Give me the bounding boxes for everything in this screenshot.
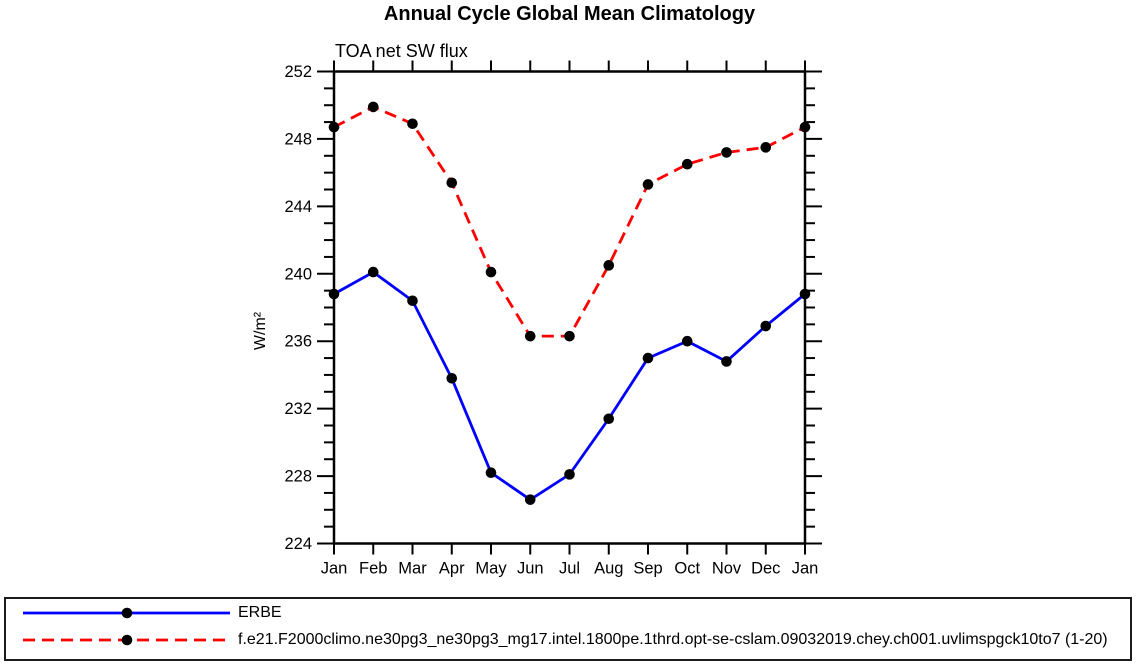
erbe-data-point-oct-marker	[681, 335, 693, 347]
model-data-point-jul-marker	[564, 330, 575, 342]
model-data-point-jun-marker	[524, 330, 536, 342]
x-tick-label: Sep	[633, 560, 662, 578]
erbe-data-point-jan-marker	[799, 288, 811, 300]
legend-item-model: f.e21.F2000climo.ne30pg3_ne30pg3_mg17.in…	[23, 631, 1108, 648]
y-tick-label: 228	[284, 468, 312, 486]
erbe-data-point-apr-marker	[446, 373, 458, 384]
model-data-point-apr-marker	[446, 177, 458, 189]
model-data-point-jan-marker	[799, 121, 811, 133]
x-tick-label: May	[475, 560, 507, 578]
legend-swatch-erbe-line	[23, 607, 230, 619]
y-tick-label: 252	[284, 63, 312, 81]
erbe-data-point-mar-marker	[407, 295, 418, 307]
y-tick-label: 236	[284, 333, 312, 351]
erbe-data-point-dec-marker	[760, 320, 772, 332]
legend-label-model: f.e21.F2000climo.ne30pg3_ne30pg3_mg17.in…	[238, 631, 1108, 648]
legend-swatch-model-line	[23, 634, 230, 646]
y-tick-label: 240	[284, 265, 312, 283]
erbe-data-point-aug-marker	[603, 413, 615, 425]
x-tick-label: Mar	[398, 560, 427, 578]
legend-marker-sample	[121, 607, 133, 619]
plot-frame	[332, 70, 807, 545]
y-tick-label: 248	[284, 130, 312, 148]
series-line-model	[333, 105, 806, 338]
model-data-point-aug-marker	[603, 260, 615, 271]
chart-title: Annual Cycle Global Mean Climatology	[383, 3, 756, 25]
y-tick-label: 244	[284, 198, 312, 216]
model-data-point-dec-marker	[760, 142, 772, 153]
model-data-point-sep-marker	[642, 179, 654, 190]
erbe-data-point-may-marker	[485, 467, 497, 479]
legend-item-erbe: ERBE	[23, 604, 282, 621]
erbe-data-point-jan-marker	[328, 288, 340, 300]
x-tick-label: Jul	[559, 560, 580, 578]
x-tick-label: Dec	[751, 560, 780, 578]
x-tick-label: Jun	[517, 560, 544, 578]
erbe-data-point-sep-marker	[642, 352, 654, 364]
x-tick-label: Nov	[712, 560, 742, 578]
model-data-point-jan-marker	[328, 121, 340, 133]
x-tick-label: Feb	[359, 560, 387, 578]
erbe-data-point-jun-marker	[524, 494, 536, 505]
x-tick-label: Oct	[674, 560, 700, 578]
x-tick-label: Apr	[439, 560, 465, 578]
y-tick-label: 224	[284, 535, 312, 553]
model-data-point-feb-marker	[367, 101, 379, 113]
x-tick-label: Aug	[594, 560, 623, 578]
erbe-data-point-feb-marker	[367, 266, 379, 278]
model-data-point-oct-marker	[681, 158, 693, 170]
model-data-point-mar-marker	[407, 118, 418, 130]
chart-plot-area: 224 228 232 236 240 244 248 252 Jan Feb Mar Apr May J…	[284, 60, 822, 578]
x-tick-label: Jan	[792, 560, 819, 578]
series-line-erbe	[333, 270, 806, 502]
legend-box: ERBE f.e21.F2000climo.ne30pg3_ne30pg3_mg…	[4, 597, 1132, 661]
erbe-data-point-nov-marker	[721, 356, 732, 367]
erbe-data-point-jul-marker	[564, 469, 575, 480]
chart-subtitle: TOA net SW flux	[335, 41, 468, 61]
legend-marker-sample	[121, 634, 133, 646]
model-data-point-nov-marker	[721, 147, 732, 158]
x-tick-label: Jan	[321, 560, 348, 578]
model-data-point-may-marker	[485, 266, 497, 278]
legend-label-erbe: ERBE	[238, 604, 282, 621]
y-tick-label: 232	[284, 400, 312, 418]
